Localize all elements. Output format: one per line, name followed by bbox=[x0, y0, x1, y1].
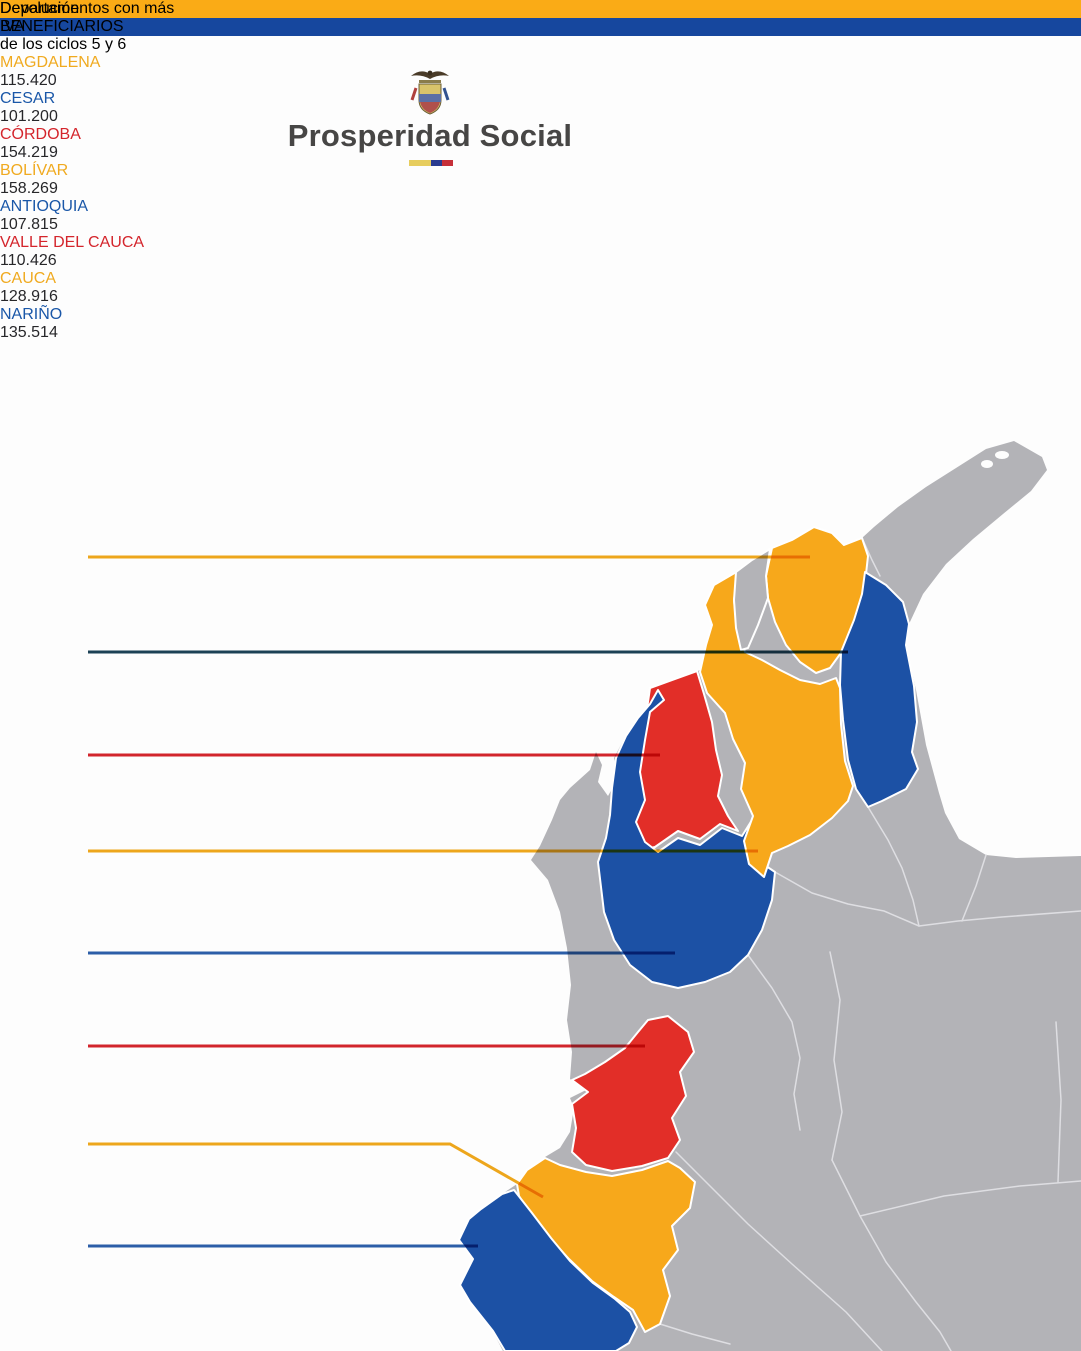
map-region-bolivar bbox=[699, 570, 854, 878]
title-band-yellow: Departamentos con más bbox=[0, 0, 1081, 18]
map-region-antioquia bbox=[597, 689, 776, 989]
department-row-magdalena: MAGDALENA 115.420 bbox=[0, 54, 1081, 90]
department-row-cesar: CESAR 101.200 bbox=[0, 90, 1081, 126]
header: Prosperidad Social Devolución IVA bbox=[0, 0, 1081, 200]
department-value: 135.514 bbox=[0, 324, 58, 341]
department-value: 110.426 bbox=[0, 252, 57, 269]
department-value: 107.815 bbox=[0, 216, 58, 233]
map-internal-borders bbox=[659, 537, 1081, 1351]
header-divider bbox=[588, 75, 591, 163]
leader-lines bbox=[88, 555, 848, 1248]
department-name: MAGDALENA bbox=[0, 54, 101, 71]
department-value: 115.420 bbox=[0, 72, 57, 89]
leader-line-cauca bbox=[88, 1142, 544, 1199]
department-name: NARIÑO bbox=[0, 306, 63, 323]
department-name: BOLÍVAR bbox=[0, 162, 69, 179]
title-band-blue: BENEFICIARIOS bbox=[0, 18, 1081, 36]
flag-blue-segment bbox=[431, 160, 442, 166]
map-regions bbox=[458, 526, 919, 1351]
map-region-cesar bbox=[839, 571, 919, 808]
department-row-narino: NARIÑO 135.514 bbox=[0, 306, 1081, 342]
title-line3: de los ciclos 5 y 6 bbox=[0, 36, 127, 53]
title-block: Departamentos con más BENEFICIARIOS de l… bbox=[0, 0, 1081, 54]
department-value: 128.916 bbox=[0, 288, 58, 305]
program-name-line2: IVA bbox=[0, 18, 25, 35]
map-lagoon-specks bbox=[981, 451, 1009, 468]
department-value: 154.219 bbox=[0, 144, 58, 161]
department-name: VALLE DEL CAUCA bbox=[0, 234, 145, 251]
department-row-cauca: CAUCA 128.916 bbox=[0, 270, 1081, 306]
department-row-bolivar: BOLÍVAR 158.269 bbox=[0, 162, 1081, 198]
flag-bar-icon bbox=[409, 160, 453, 166]
department-row-cordoba: CÓRDOBA 154.219 bbox=[0, 126, 1081, 162]
brand-name: Prosperidad Social bbox=[287, 118, 573, 153]
department-name: CÓRDOBA bbox=[0, 126, 81, 143]
map-region-narino bbox=[458, 1189, 638, 1351]
title-line1: Departamentos con más bbox=[0, 0, 175, 17]
colombia-coat-of-arms-icon bbox=[410, 70, 450, 115]
department-row-valle-del-cauca: VALLE DEL CAUCA 110.426 bbox=[0, 234, 1081, 270]
department-name: CESAR bbox=[0, 90, 56, 107]
department-row-antioquia: ANTIOQUIA 107.815 bbox=[0, 198, 1081, 234]
department-value: 101.200 bbox=[0, 108, 58, 125]
map-region-valle-del-cauca bbox=[571, 1015, 695, 1172]
flag-red-segment bbox=[442, 160, 453, 166]
program-name-line1: Devolución bbox=[0, 0, 80, 17]
map-region-atlantico bbox=[733, 548, 771, 651]
department-name: CAUCA bbox=[0, 270, 57, 287]
department-value: 158.269 bbox=[0, 180, 58, 197]
flag-yellow-segment bbox=[409, 160, 431, 166]
title-line2: BENEFICIARIOS bbox=[0, 18, 124, 35]
department-name: ANTIOQUIA bbox=[0, 198, 89, 215]
